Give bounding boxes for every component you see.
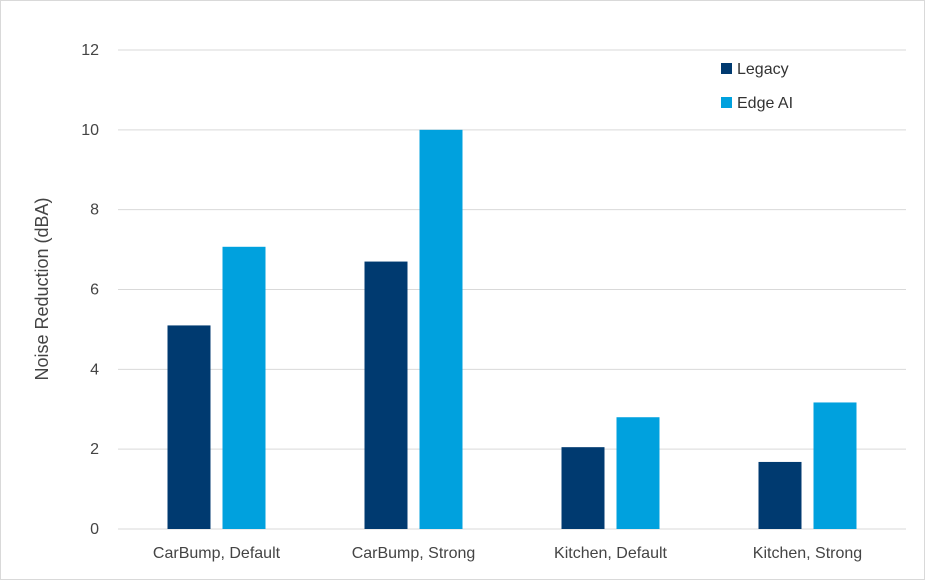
bar-legacy-3 — [561, 447, 605, 529]
bars — [167, 129, 857, 530]
bar-edge-ai-4 — [813, 402, 857, 529]
bar-legacy-1 — [167, 325, 211, 529]
y-tick-label: 8 — [90, 202, 99, 219]
bar-edge-ai-2 — [419, 129, 463, 530]
x-tick-label: Kitchen, Default — [554, 545, 668, 562]
legend-swatch — [721, 97, 732, 108]
y-tick-labels: 0 2 4 6 8 10 12 — [81, 42, 99, 538]
y-axis-label: Noise Reduction (dBA) — [32, 197, 52, 380]
legend: Legacy Edge AI — [721, 61, 793, 112]
x-tick-label: Kitchen, Strong — [753, 545, 862, 562]
y-tick-label: 6 — [90, 282, 99, 299]
y-tick-label: 0 — [90, 521, 99, 538]
bar-edge-ai-1 — [222, 246, 266, 529]
legend-label: Legacy — [737, 61, 789, 78]
x-tick-label: CarBump, Default — [153, 545, 281, 562]
x-tick-label: CarBump, Strong — [352, 545, 476, 562]
y-tick-label: 12 — [81, 42, 99, 59]
x-tick-labels: CarBump, Default CarBump, Strong Kitchen, … — [153, 545, 862, 562]
y-tick-label: 10 — [81, 122, 99, 139]
y-tick-label: 4 — [90, 361, 99, 378]
bar-legacy-2 — [364, 261, 408, 529]
legend-swatch — [721, 63, 732, 74]
legend-label: Edge AI — [737, 95, 793, 112]
bar-legacy-4 — [758, 461, 802, 529]
y-tick-label: 2 — [90, 441, 99, 458]
bar-edge-ai-3 — [616, 417, 660, 529]
